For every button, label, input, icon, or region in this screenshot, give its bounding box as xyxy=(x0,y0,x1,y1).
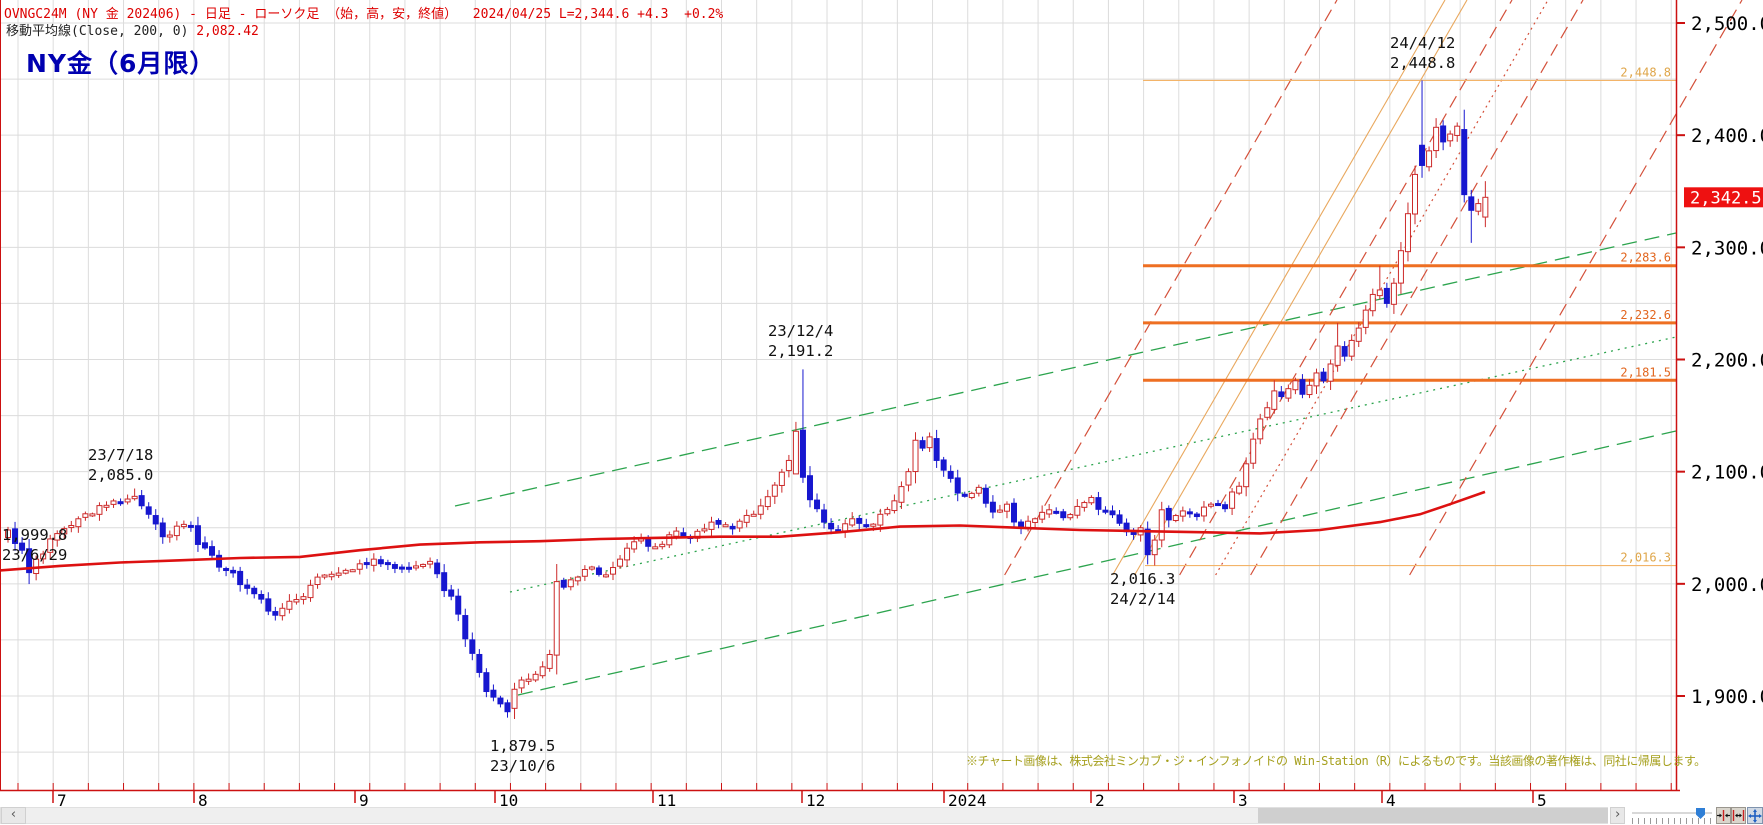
steep-trend-lines xyxy=(1004,0,1743,576)
axes xyxy=(0,0,1680,792)
y-axis-label: 2,000.0 xyxy=(1691,574,1763,596)
y-axis-label: 2,400.0 xyxy=(1691,125,1763,147)
zoom-slider-groove xyxy=(1632,812,1712,814)
x-axis-label: 5 xyxy=(1537,791,1547,810)
bottom-toolbar: ‹ › xyxy=(0,806,1763,825)
x-axis: 7 8 9 10 11 12 2024 2 3 4 5 xyxy=(52,790,1547,810)
y-axis-label: 1,900.0 xyxy=(1691,686,1763,708)
ma-label: 移動平均線(Close, 200, 0) xyxy=(6,24,189,39)
x-axis-label: 7 xyxy=(57,791,67,810)
level-price-label: 2,181.5 xyxy=(1620,365,1671,379)
scroll-left-button[interactable]: ‹ xyxy=(1,807,26,824)
level-price-label: 2,283.6 xyxy=(1620,251,1671,265)
bar-width-narrow-icon xyxy=(1717,809,1730,822)
copyright-notice: ※チャート画像は、株式会社ミンカブ・ジ・インフォノイドの Win-Station… xyxy=(966,754,1706,768)
bar-width-widen-button[interactable] xyxy=(1731,807,1746,824)
x-axis-label: 12 xyxy=(806,791,825,810)
zoom-slider-thumb[interactable] xyxy=(1696,808,1705,819)
y-axis-label: 2,100.0 xyxy=(1691,462,1763,484)
ma200-line xyxy=(0,490,1486,572)
instrument-info-line: OVNGC24M (NY 金 202406) - 日足 - ローソク足 （始，高… xyxy=(4,7,724,22)
scrollbar-thumb[interactable] xyxy=(1258,808,1608,823)
bar-width-narrow-button[interactable] xyxy=(1716,807,1731,824)
current-price-badge: 2,342.5 xyxy=(1684,187,1763,208)
x-axis-label: 10 xyxy=(499,791,518,810)
candlestick-series xyxy=(5,80,1489,719)
x-axis-label: 3 xyxy=(1238,791,1248,810)
x-axis-label: 4 xyxy=(1386,791,1396,810)
chart-title: NY金（6月限） xyxy=(26,49,216,78)
x-axis-label: 9 xyxy=(359,791,369,810)
current-price-label: 2,342.5 xyxy=(1690,188,1762,208)
grid-lines xyxy=(0,0,1676,790)
ma-info-line: 移動平均線(Close, 200, 0) 2,082.42 xyxy=(6,20,259,39)
y-axis: 2,500.0 2,400.0 2,300.0 2,200.0 2,100.0 2,000… xyxy=(1676,13,1763,708)
x-axis-label: 2 xyxy=(1095,791,1105,810)
y-axis-label: 2,500.0 xyxy=(1691,13,1763,35)
level-price-label: 2,016.3 xyxy=(1620,551,1671,565)
ma-value: 2,082.42 xyxy=(196,24,259,39)
bar-width-widen-icon xyxy=(1732,809,1745,822)
y-axis-label: 2,200.0 xyxy=(1691,350,1763,372)
zoom-slider[interactable] xyxy=(1630,807,1714,824)
swing-point-annotation: 1,879.5 23/10/6 xyxy=(490,737,555,775)
level-price-label: 2,448.8 xyxy=(1620,65,1671,79)
level-price-label: 2,232.6 xyxy=(1620,308,1671,322)
swing-point-annotation: 1,999.8 23/6/29 xyxy=(2,526,67,564)
swing-point-annotation: 24/4/12 2,448.8 xyxy=(1390,34,1455,72)
zoom-slider-ticks xyxy=(1632,818,1712,824)
chart-annotations: 23/7/18 2,085.0 1,999.8 23/6/29 1,879.5 23/10… xyxy=(2,34,1455,775)
y-axis-label: 2,300.0 xyxy=(1691,237,1763,259)
pan-button[interactable] xyxy=(1747,807,1763,824)
swing-point-annotation: 23/7/18 2,085.0 xyxy=(88,446,153,484)
x-axis-label: 2024 xyxy=(948,791,987,810)
swing-point-annotation: 2,016.3 24/2/14 xyxy=(1110,570,1175,608)
green-trend-lines xyxy=(454,232,1677,696)
scroll-right-button[interactable]: › xyxy=(1610,807,1625,824)
x-axis-label: 11 xyxy=(657,791,676,810)
x-axis-label: 8 xyxy=(198,791,208,810)
price-level-lines: 2,448.8 2,283.6 2,232.6 2,181.5 2,016.3 xyxy=(1143,65,1676,567)
pan-move-icon xyxy=(1748,808,1762,823)
swing-point-annotation: 23/12/4 2,191.2 xyxy=(768,322,833,360)
